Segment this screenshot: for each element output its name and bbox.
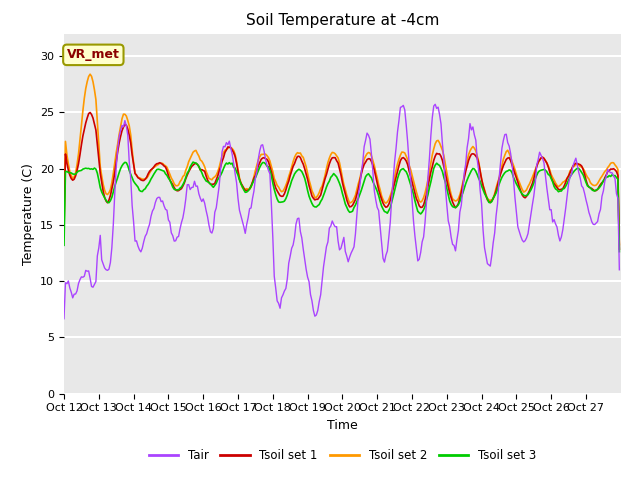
Tsoil set 2 [348,200,355,205]
Legend: Tair, Tsoil set 1, Tsoil set 2, Tsoil set 3: Tair, Tsoil set 1, Tsoil set 2, Tsoil se… [144,444,541,467]
Tsoil set 2 [79,108,86,114]
Line: Tsoil set 3: Tsoil set 3 [64,162,620,252]
Tsoil set 3 [458,194,465,200]
Tsoil set 3 [616,249,623,254]
Tsoil set 1 [616,246,623,252]
Tsoil set 1 [79,133,86,139]
Tsoil set 1 [60,228,68,233]
Y-axis label: Temperature (C): Temperature (C) [22,163,35,264]
Tair [540,160,548,166]
Tsoil set 3 [79,166,86,172]
Line: Tair: Tair [64,104,620,319]
Title: Soil Temperature at -4cm: Soil Temperature at -4cm [246,13,439,28]
Tsoil set 1 [612,168,620,174]
Line: Tsoil set 1: Tsoil set 1 [64,112,620,249]
Tair [60,316,68,322]
Tsoil set 2 [86,72,94,77]
Tsoil set 3 [60,242,68,248]
Tsoil set 3 [348,209,355,215]
Tair [79,275,86,280]
Line: Tsoil set 2: Tsoil set 2 [64,74,620,244]
Tsoil set 2 [616,241,623,247]
Tsoil set 3 [189,159,197,165]
Tsoil set 3 [540,167,548,172]
Tsoil set 3 [97,185,104,191]
Tsoil set 1 [86,109,94,115]
Tair [346,254,353,260]
Tsoil set 2 [98,173,106,179]
Tair [616,267,623,273]
Text: VR_met: VR_met [67,48,120,61]
X-axis label: Time: Time [327,419,358,432]
Tair [97,232,104,238]
Tsoil set 2 [60,218,68,224]
Tsoil set 2 [612,164,620,169]
Tsoil set 3 [612,175,620,180]
Tair [612,191,620,197]
Tair [431,101,439,107]
Tair [458,202,465,208]
Tsoil set 1 [458,190,465,195]
Tsoil set 1 [348,204,355,209]
Tsoil set 1 [540,156,548,161]
Tsoil set 2 [540,155,548,161]
Tsoil set 1 [98,180,106,185]
Tsoil set 2 [458,187,465,192]
